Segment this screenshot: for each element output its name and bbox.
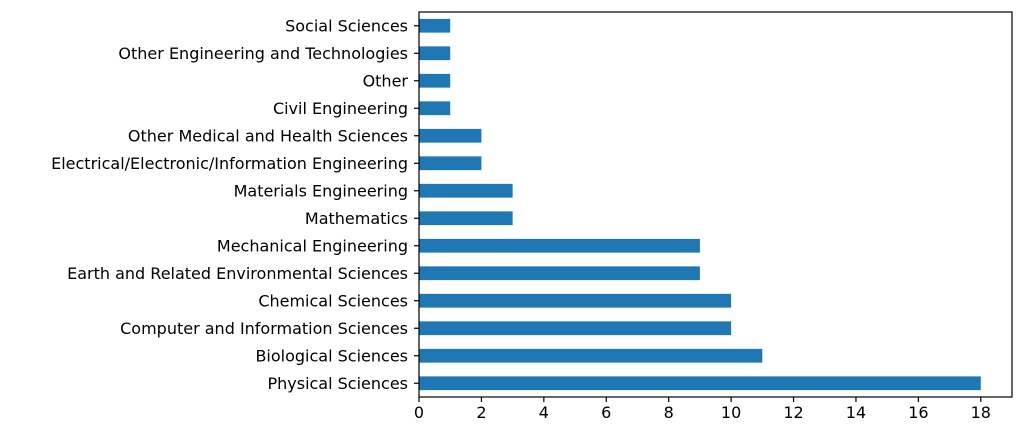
- x-tick-label: 10: [721, 403, 741, 422]
- bar: [419, 211, 513, 226]
- x-tick-label: 12: [783, 403, 803, 422]
- x-tick-label: 14: [846, 403, 866, 422]
- category-label: Other Medical and Health Sciences: [128, 126, 408, 145]
- x-tick-label: 0: [414, 403, 424, 422]
- bar: [419, 18, 451, 33]
- category-label: Materials Engineering: [234, 181, 408, 200]
- bar: [419, 101, 451, 116]
- bars-group: [419, 18, 981, 391]
- bar: [419, 128, 482, 143]
- category-label: Mechanical Engineering: [217, 236, 408, 255]
- category-label: Other: [363, 71, 409, 90]
- category-label: Civil Engineering: [273, 99, 408, 118]
- category-label: Earth and Related Environmental Sciences: [67, 264, 408, 283]
- bar: [419, 266, 700, 281]
- x-axis-ticks: 0 2 4 6 8 10 12 14 16 18: [414, 397, 991, 422]
- category-label: Social Sciences: [285, 16, 408, 35]
- category-labels: Physical Sciences Biological Sciences Comp…: [51, 16, 419, 393]
- category-label: Computer and Information Sciences: [120, 319, 408, 338]
- category-label: Biological Sciences: [255, 346, 408, 365]
- category-label: Other Engineering and Technologies: [118, 44, 408, 63]
- bar: [419, 376, 981, 391]
- x-tick-label: 18: [971, 403, 991, 422]
- category-label: Chemical Sciences: [258, 291, 408, 310]
- bar: [419, 293, 732, 308]
- category-label: Mathematics: [305, 209, 408, 228]
- x-tick-label: 16: [908, 403, 928, 422]
- plot-frame: [418, 11, 1013, 398]
- category-label: Physical Sciences: [267, 374, 408, 393]
- x-tick-label: 4: [539, 403, 549, 422]
- x-tick-label: 2: [476, 403, 486, 422]
- bar: [419, 46, 451, 61]
- bar: [419, 183, 513, 198]
- bar: [419, 238, 700, 253]
- bar: [419, 348, 763, 363]
- category-label: Electrical/Electronic/Information Engine…: [51, 154, 408, 173]
- bar: [419, 156, 482, 171]
- bar: [419, 73, 451, 88]
- x-tick-label: 8: [664, 403, 674, 422]
- bar: [419, 321, 732, 336]
- x-tick-label: 6: [601, 403, 611, 422]
